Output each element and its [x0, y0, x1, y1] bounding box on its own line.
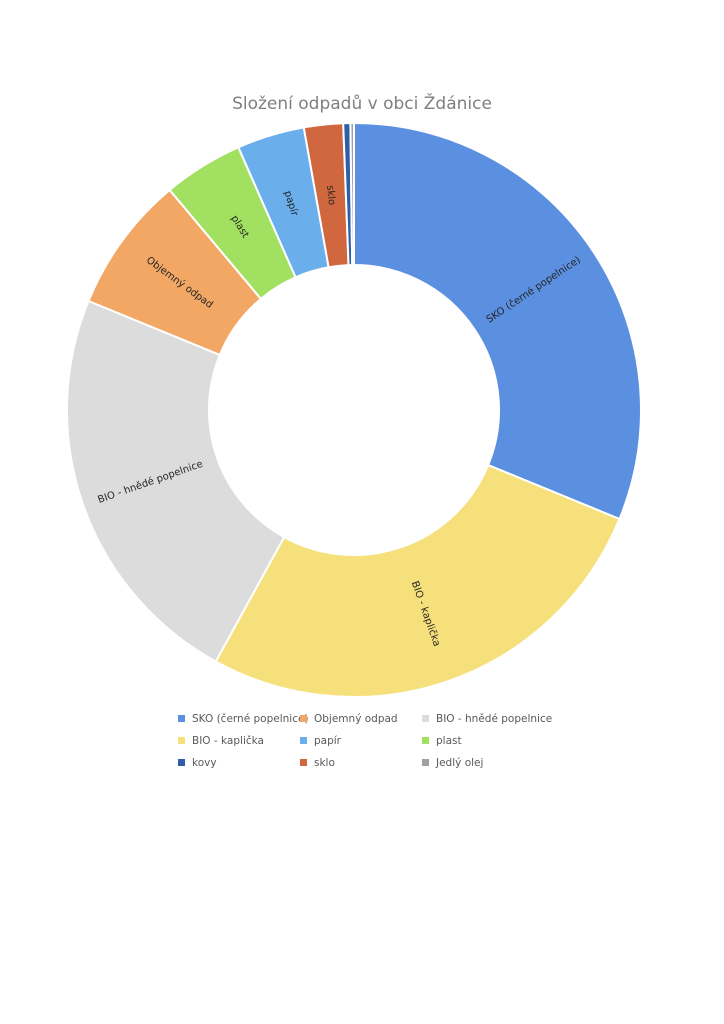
legend-label: kovy	[192, 756, 217, 769]
legend-item-kovy: kovy	[178, 755, 300, 770]
legend-label: SKO (černé popelnice)	[192, 712, 309, 725]
legend-label: sklo	[314, 756, 335, 769]
legend-label: plast	[436, 734, 462, 747]
chart-legend: SKO (černé popelnice) Objemný odpad BIO - …	[178, 711, 578, 770]
legend-item-bio-hnede-popelnice: BIO - hnědé popelnice	[422, 711, 572, 726]
legend-swatch	[422, 759, 429, 766]
slice-sko-cerne-popelnice	[353, 121, 642, 521]
slice-label-sklo: sklo	[324, 185, 337, 206]
legend-swatch	[422, 715, 429, 722]
legend-label: Jedlý olej	[436, 756, 484, 769]
legend-label: BIO - hnědé popelnice	[436, 712, 553, 725]
legend-item-bio-kaplicka: BIO - kaplička	[178, 733, 300, 748]
legend-item-sklo: sklo	[300, 755, 422, 770]
legend-item-papir: papír	[300, 733, 422, 748]
legend-swatch	[178, 759, 185, 766]
legend-swatch	[178, 715, 185, 722]
legend-swatch	[300, 715, 307, 722]
legend-label: papír	[314, 734, 341, 747]
legend-item-jedly-olej: Jedlý olej	[422, 755, 572, 770]
legend-swatch	[178, 737, 185, 744]
legend-item-objemny-odpad: Objemný odpad	[300, 711, 422, 726]
chart-title: Složení odpadů v obci Ždánice	[232, 94, 492, 114]
slice-bio-hnede-popelnice	[66, 299, 286, 663]
legend-swatch	[300, 737, 307, 744]
legend-label: Objemný odpad	[314, 712, 398, 725]
legend-swatch	[422, 737, 429, 744]
slice-jedly-olej	[349, 121, 355, 267]
legend-swatch	[300, 759, 307, 766]
legend-item-sko-cerne-popelnice: SKO (černé popelnice)	[178, 711, 309, 726]
legend-label: BIO - kaplička	[192, 734, 264, 747]
legend-item-plast: plast	[422, 733, 572, 748]
slice-bio-kaplicka	[214, 463, 621, 698]
